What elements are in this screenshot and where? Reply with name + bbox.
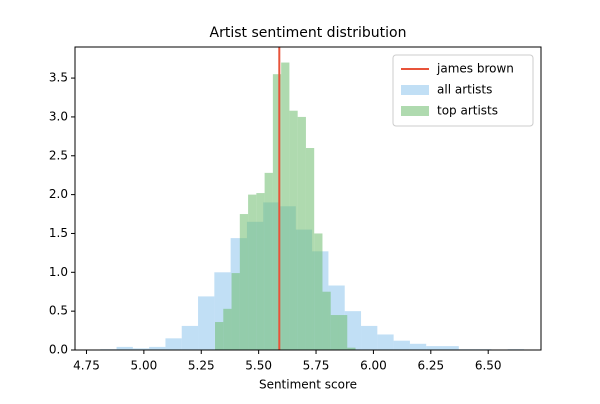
y-tick-label: 2.5 <box>49 148 68 162</box>
bar <box>305 148 315 350</box>
bar <box>223 308 232 350</box>
bar <box>264 172 273 350</box>
bar <box>198 296 215 350</box>
legend-swatch <box>401 85 429 95</box>
chart-title: Artist sentiment distribution <box>210 25 407 41</box>
bar <box>297 116 306 350</box>
bar <box>215 322 224 350</box>
bar <box>165 338 182 350</box>
bar <box>409 343 427 350</box>
bar <box>132 348 150 350</box>
bar <box>347 347 356 350</box>
x-tick-label: 5.00 <box>131 359 158 373</box>
bar <box>330 315 339 350</box>
y-tick-label: 0.0 <box>49 343 68 357</box>
x-tick-label: 6.25 <box>417 359 444 373</box>
x-tick-label: 4.75 <box>73 359 100 373</box>
bar <box>239 214 249 350</box>
legend-swatch <box>401 106 429 116</box>
bar <box>314 233 323 350</box>
bar <box>361 325 378 350</box>
bar <box>281 62 290 351</box>
y-tick-label: 2.0 <box>49 187 68 201</box>
x-tick-label: 5.75 <box>303 359 330 373</box>
legend-label: james brown <box>436 62 514 76</box>
bar <box>149 346 166 350</box>
bar <box>272 74 282 350</box>
bar <box>377 334 394 350</box>
x-tick-label: 6.00 <box>360 359 387 373</box>
bar <box>289 110 298 350</box>
y-tick-label: 1.5 <box>49 226 68 240</box>
x-tick-label: 5.25 <box>188 359 215 373</box>
bar <box>248 194 257 350</box>
bar <box>322 291 331 350</box>
bar <box>426 346 443 350</box>
bar <box>442 346 459 350</box>
legend-label: all artists <box>437 83 492 97</box>
y-tick-label: 1.0 <box>49 265 68 279</box>
x-tick-label: 5.50 <box>245 359 272 373</box>
bar <box>116 346 133 350</box>
bar <box>338 315 348 350</box>
x-axis-label: Sentiment score <box>259 378 357 392</box>
legend-label: top artists <box>437 104 498 118</box>
y-tick-label: 3.5 <box>49 71 68 85</box>
bar <box>393 340 410 350</box>
y-tick-label: 3.0 <box>49 109 68 123</box>
plot-frame <box>74 46 542 351</box>
bar <box>256 193 265 350</box>
bar <box>231 273 240 350</box>
bar <box>181 325 199 350</box>
bar <box>344 311 362 350</box>
x-tick-label: 6.50 <box>475 359 502 373</box>
y-tick-label: 0.5 <box>49 304 68 318</box>
